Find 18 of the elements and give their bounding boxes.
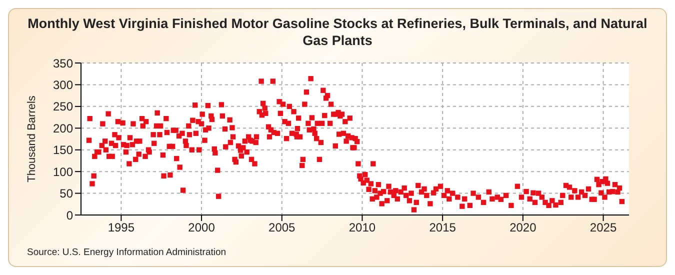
y-tick-label: 200 [52, 121, 74, 136]
y-axis-title: Thousand Barrels [26, 95, 38, 182]
source-note: Source: U.S. Energy Information Administration [27, 247, 226, 258]
x-tick-label: 2020 [510, 220, 537, 235]
x-tick-label: 2015 [429, 220, 456, 235]
y-tick-label: 150 [52, 143, 74, 158]
x-tick-label: 1995 [108, 220, 135, 235]
y-tick-label: 350 [52, 56, 74, 70]
y-tick-label: 250 [52, 100, 74, 114]
x-tick-label: 2010 [348, 220, 376, 235]
chart-title: Monthly West Virginia Finished Motor Gasoline Stocks at Refineries, Bulk Terminals, and Natural Gas Plants [26, 15, 648, 49]
x-tick-label: 2025 [590, 220, 617, 235]
y-tick-label: 0 [66, 208, 74, 222]
x-tick-label: 2005 [268, 220, 296, 235]
x-tick-label: 2000 [188, 220, 216, 235]
y-tick-label: 50 [60, 186, 74, 201]
y-tick-label: 300 [52, 78, 74, 92]
y-tick-label: 100 [52, 164, 74, 179]
